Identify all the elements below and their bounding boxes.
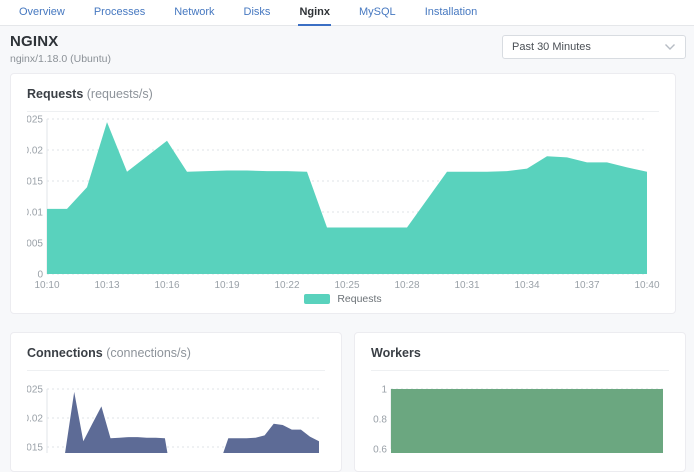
requests-title-unit: (requests/s) [86, 87, 153, 101]
svg-text:1: 1 [381, 385, 387, 396]
workers-card: Workers 0.6 0.8 1 [354, 332, 686, 472]
svg-text:10:37: 10:37 [574, 280, 599, 291]
connections-title-text: Connections [27, 346, 103, 360]
tab-network[interactable]: Network [174, 6, 215, 18]
tab-nginx[interactable]: Nginx [298, 3, 331, 26]
svg-text:10:22: 10:22 [274, 280, 299, 291]
tab-overview[interactable]: Overview [19, 6, 65, 18]
workers-title-text: Workers [371, 346, 421, 360]
svg-text:0.8: 0.8 [373, 415, 387, 426]
connections-chart: 0.015 0.02 0.025 [27, 385, 319, 454]
divider [27, 370, 325, 371]
svg-text:0.015: 0.015 [27, 443, 43, 454]
workers-chart: 0.6 0.8 1 [373, 385, 663, 454]
chevron-down-icon [665, 44, 675, 50]
tab-bar: Overview Processes Network Disks Nginx M… [0, 0, 694, 26]
workers-chart-title: Workers [371, 345, 669, 361]
svg-text:10:25: 10:25 [334, 280, 359, 291]
svg-text:10:10: 10:10 [34, 280, 59, 291]
legend-swatch [304, 294, 331, 304]
svg-text:0.015: 0.015 [27, 177, 43, 188]
svg-text:10:13: 10:13 [94, 280, 119, 291]
tab-disks[interactable]: Disks [243, 6, 271, 18]
svg-text:0: 0 [37, 270, 43, 281]
svg-text:10:19: 10:19 [214, 280, 239, 291]
requests-title-text: Requests [27, 87, 84, 101]
requests-chart: 0 0.005 0.01 0.015 0.02 0.025 10:10 10:13 10:16 1… [27, 115, 660, 292]
connections-card: Connections (connections/s) 0.0150.020.0… [10, 332, 342, 472]
connections-title-unit: (connections/s) [106, 346, 191, 360]
svg-text:10:34: 10:34 [514, 280, 539, 291]
page-header: NGINX nginx/1.18.0 (Ubuntu) Past 30 Minu… [0, 26, 694, 69]
svg-text:0.01: 0.01 [27, 208, 43, 219]
svg-text:10:31: 10:31 [454, 280, 479, 291]
connections-chart-title: Connections (connections/s) [27, 345, 325, 361]
svg-text:0.005: 0.005 [27, 239, 43, 250]
svg-text:0.02: 0.02 [27, 414, 43, 425]
svg-text:0.025: 0.025 [27, 385, 43, 396]
tab-processes[interactable]: Processes [93, 6, 146, 18]
page-subtitle: nginx/1.18.0 (Ubuntu) [10, 53, 111, 65]
legend-item-requests[interactable]: Requests [27, 293, 659, 305]
svg-text:0.025: 0.025 [27, 115, 43, 126]
divider [27, 111, 659, 112]
svg-text:10:40: 10:40 [634, 280, 659, 291]
requests-card: Requests (requests/s) 0 0.005 0.01 0.015 0.0… [10, 73, 676, 314]
svg-text:10:16: 10:16 [154, 280, 179, 291]
tab-installation[interactable]: Installation [424, 6, 478, 18]
svg-text:0.02: 0.02 [27, 146, 43, 157]
bottom-charts-row: Connections (connections/s) 0.0150.020.0… [10, 332, 686, 472]
time-range-select[interactable]: Past 30 Minutes [502, 35, 686, 59]
tab-mysql[interactable]: MySQL [359, 6, 396, 18]
time-range-value: Past 30 Minutes [512, 41, 591, 53]
legend-label: Requests [337, 293, 382, 305]
svg-text:10:28: 10:28 [394, 280, 419, 291]
requests-chart-title: Requests (requests/s) [27, 86, 659, 102]
page-title-block: NGINX nginx/1.18.0 (Ubuntu) [10, 33, 111, 65]
page-title: NGINX [10, 33, 59, 50]
divider [371, 370, 669, 371]
svg-text:0.6: 0.6 [373, 445, 387, 454]
